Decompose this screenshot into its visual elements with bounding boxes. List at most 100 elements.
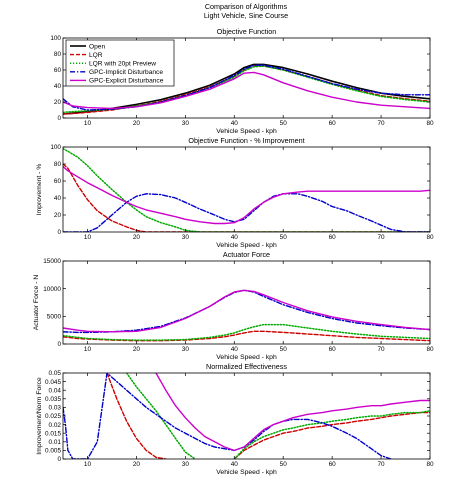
y-tick-label: 40 xyxy=(54,83,62,90)
x-tick-label: 20 xyxy=(133,120,141,127)
x-tick-label: 50 xyxy=(280,346,288,353)
series-line-lqr xyxy=(63,330,430,342)
y-tick-label: 0.04 xyxy=(49,387,62,394)
figure-title-line1: Comparison of Algorithms xyxy=(205,2,288,11)
x-tick-label: 80 xyxy=(426,120,434,127)
y-axis-label: Actuator Force - N xyxy=(33,275,40,331)
y-tick-label: 40 xyxy=(54,195,62,202)
panel-title: Objective Function - % Improvement xyxy=(188,136,304,145)
y-tick-label: 60 xyxy=(54,178,62,185)
x-tick-label: 20 xyxy=(133,346,141,353)
y-tick-label: 0.03 xyxy=(49,405,62,412)
y-tick-label: 0.035 xyxy=(45,396,61,403)
x-tick-label: 40 xyxy=(231,120,239,127)
y-tick-label: 0.01 xyxy=(49,439,62,446)
legend-item: LQR xyxy=(70,52,103,59)
x-axis-label: Vehicle Speed - kph xyxy=(216,354,277,361)
x-tick-label: 60 xyxy=(329,234,337,241)
x-tick-label: 10 xyxy=(84,461,92,468)
y-tick-label: 0.015 xyxy=(45,430,61,437)
chart-panel-4: Normalized Effectiveness 10 20 30 40 50 60 70 80… xyxy=(36,362,434,476)
y-tick-label: 0.05 xyxy=(49,370,62,377)
y-tick-label: 0.005 xyxy=(45,448,61,455)
y-tick-label: 20 xyxy=(54,212,62,219)
x-tick-label: 60 xyxy=(329,461,337,468)
x-axis-label: Vehicle Speed - kph xyxy=(216,469,277,476)
series-line-gpc-explicit-disturbance xyxy=(155,373,430,452)
legend-box xyxy=(65,39,175,87)
panel-title: Objective Function xyxy=(217,27,277,36)
figure-title-line2: Light Vehicle, Sine Course xyxy=(204,11,288,20)
y-tick-label: 0.025 xyxy=(45,413,61,420)
y-tick-label: 60 xyxy=(54,67,62,74)
legend: Open LQR LQR with 20pt PreviewGPC-Implicit… xyxy=(65,39,175,87)
series-line-gpc-explicit-disturbance xyxy=(63,165,430,225)
series-line-gpc-implicit-disturbance xyxy=(63,193,430,232)
y-tick-label: 0.02 xyxy=(49,422,62,429)
legend-label: LQR with 20pt Preview xyxy=(89,61,156,68)
series-lines xyxy=(63,373,430,459)
series-line-lqr-with-20pt-preview xyxy=(125,373,430,459)
x-tick-label: 70 xyxy=(378,346,386,353)
x-tick-label: 30 xyxy=(182,234,190,241)
series-lines xyxy=(63,63,430,115)
y-tick-label: 80 xyxy=(54,161,62,168)
chart-panel-3: Actuator Force 10 20 30 40 50 60 70 80 0 5000 10000… xyxy=(33,250,434,361)
y-tick-label: 80 xyxy=(54,51,62,58)
x-tick-label: 20 xyxy=(133,234,141,241)
y-tick-label: 100 xyxy=(50,144,61,151)
legend-item: LQR with 20pt Preview xyxy=(70,61,156,68)
chart-panel-2: Objective Function - % Improvement 10 20 30… xyxy=(36,136,434,249)
series-line-gpc-explicit-disturbance xyxy=(63,289,430,333)
y-tick-label: 0.045 xyxy=(45,379,61,386)
legend-label: GPC-Explicit Disturbance xyxy=(89,78,164,85)
x-tick-label: 40 xyxy=(231,461,239,468)
x-tick-label: 40 xyxy=(231,346,239,353)
x-tick-label: 10 xyxy=(84,120,92,127)
panel-title: Normalized Effectiveness xyxy=(206,362,287,371)
axes-box xyxy=(62,146,431,233)
y-tick-label: 20 xyxy=(54,99,62,106)
x-tick-label: 40 xyxy=(231,234,239,241)
series-line-gpc-implicit-disturbance xyxy=(63,64,430,111)
x-tick-label: 80 xyxy=(426,234,434,241)
x-tick-label: 30 xyxy=(182,461,190,468)
legend-label: LQR xyxy=(89,52,103,59)
series-lines xyxy=(63,147,430,232)
chart-panel-1: Objective Function 10 20 30 40 50 60 70 80 0 20 40 6… xyxy=(50,27,434,135)
series-line-gpc-explicit-disturbance xyxy=(63,71,430,110)
x-tick-label: 50 xyxy=(280,234,288,241)
series-line-lqr xyxy=(106,373,430,459)
x-tick-label: 60 xyxy=(329,120,337,127)
y-axis-label: Improvement/Norm Force xyxy=(36,377,43,455)
y-axis-label: Improvement - % xyxy=(36,164,43,216)
x-tick-label: 80 xyxy=(426,461,434,468)
x-tick-label: 10 xyxy=(84,234,92,241)
y-tick-label: 100 xyxy=(50,35,61,42)
series-line-gpc-implicit-disturbance xyxy=(63,373,392,459)
x-tick-label: 10 xyxy=(84,346,92,353)
x-tick-label: 50 xyxy=(280,461,288,468)
x-tick-label: 60 xyxy=(329,346,337,353)
series-line-gpc-implicit-disturbance xyxy=(63,289,430,334)
x-tick-label: 70 xyxy=(378,234,386,241)
axes-box xyxy=(62,260,431,345)
y-tick-label: 5000 xyxy=(47,314,62,321)
series-line-lqr xyxy=(63,163,430,232)
chart-panels: Objective Function 10 20 30 40 50 60 70 80 0 20 40 6… xyxy=(33,27,434,476)
y-tick-label: 0 xyxy=(57,456,61,463)
x-tick-label: 70 xyxy=(378,461,386,468)
legend-label: Open xyxy=(89,43,105,50)
panel-title: Actuator Force xyxy=(223,250,270,259)
y-tick-label: 0 xyxy=(57,115,61,122)
x-axis-label: Vehicle Speed - kph xyxy=(216,242,277,249)
legend-item: Open xyxy=(70,43,105,50)
x-axis-label: Vehicle Speed - kph xyxy=(216,128,277,135)
series-line-lqr-with-20pt-preview xyxy=(63,147,430,232)
x-tick-label: 50 xyxy=(280,120,288,127)
x-tick-label: 70 xyxy=(378,120,386,127)
y-tick-label: 0 xyxy=(57,341,61,348)
axes-box xyxy=(62,37,431,119)
legend-label: GPC-Implicit Disturbance xyxy=(89,69,163,76)
